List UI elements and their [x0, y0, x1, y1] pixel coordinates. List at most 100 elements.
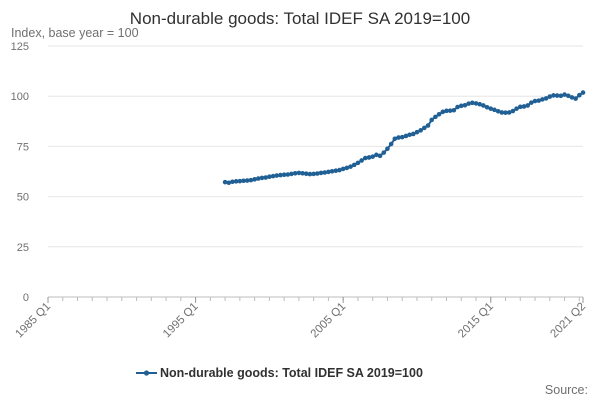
data-point [256, 176, 261, 181]
data-point [540, 97, 545, 102]
x-tick-label: 2015 Q1 [456, 301, 496, 341]
data-point [414, 129, 420, 135]
data-point [296, 170, 302, 176]
x-tick-label: 1985 Q1 [13, 301, 53, 341]
data-point [466, 101, 471, 106]
data-point [285, 172, 291, 177]
data-point [580, 90, 586, 95]
data-point [289, 171, 294, 177]
data-point [444, 108, 449, 114]
data-point [337, 167, 342, 173]
y-tick-label: 75 [17, 141, 29, 153]
x-tick-label: 2021 Q2 [548, 301, 588, 341]
data-point [248, 177, 254, 183]
x-axis: 1985 Q1 1995 Q1 2005 Q1 2015 Q1 2021 Q2 [13, 296, 588, 341]
data-point [492, 107, 497, 113]
data-point [348, 164, 353, 169]
data-point [481, 103, 486, 108]
data-point [396, 135, 401, 140]
y-tick-label: 0 [23, 292, 29, 304]
data-point [532, 98, 538, 104]
data-point [252, 177, 257, 182]
data-point [562, 92, 567, 97]
data-point [267, 174, 272, 180]
chart-title: Non-durable goods: Total IDEF SA 2019=10… [130, 9, 470, 28]
series-line [222, 90, 586, 186]
data-point [381, 150, 387, 155]
data-point [237, 178, 243, 184]
data-point [521, 104, 527, 109]
data-point [278, 172, 283, 178]
y-tick-label: 100 [11, 91, 29, 103]
data-point [543, 96, 549, 101]
data-point [547, 94, 553, 99]
y-tick-label: 25 [17, 242, 29, 254]
data-point [300, 171, 305, 176]
data-point [230, 179, 235, 185]
data-point [429, 117, 435, 123]
data-point [577, 92, 582, 98]
data-point [344, 165, 350, 171]
legend-swatch-marker [143, 370, 150, 376]
data-point [506, 110, 512, 115]
data-point [274, 173, 280, 178]
data-point [436, 111, 442, 117]
data-point [322, 170, 328, 175]
data-point [377, 153, 383, 159]
y-axis-ticks: 0 25 50 75 100 125 [11, 41, 29, 304]
data-point [510, 108, 516, 114]
data-point [455, 104, 460, 110]
x-tick-label: 1995 Q1 [161, 301, 201, 341]
data-point [333, 168, 339, 173]
data-point [270, 173, 276, 179]
data-point [303, 171, 309, 177]
legend-label: Non-durable goods: Total IDEF SA 2019=10… [160, 366, 423, 380]
source-label: Source: [545, 383, 588, 397]
data-point [525, 103, 530, 108]
data-point [569, 95, 575, 100]
y-tick-label: 125 [11, 41, 29, 53]
data-point [499, 110, 505, 115]
data-point [370, 154, 375, 159]
data-point [281, 172, 287, 178]
data-point [440, 109, 446, 115]
data-point [418, 128, 423, 133]
data-point [477, 101, 482, 107]
data-point [433, 114, 438, 120]
data-point [470, 100, 475, 106]
data-point [326, 169, 331, 175]
data-point [495, 108, 501, 114]
data-point [573, 96, 578, 101]
data-point [410, 131, 416, 137]
data-point [355, 160, 361, 166]
data-point [551, 93, 556, 98]
data-point [222, 179, 228, 185]
data-point [403, 133, 409, 139]
data-point [359, 158, 364, 163]
data-point [226, 180, 232, 186]
data-point [517, 104, 523, 110]
data-point [392, 136, 398, 142]
data-point [244, 178, 250, 183]
data-point [554, 93, 560, 98]
data-point [315, 171, 320, 176]
data-point [366, 155, 372, 160]
data-point [565, 93, 571, 99]
data-point [529, 100, 534, 105]
data-point [558, 93, 564, 99]
grid-lines [48, 45, 583, 248]
data-point [363, 155, 368, 161]
data-point [462, 102, 468, 108]
data-point [292, 171, 298, 176]
x-tick-label: 2005 Q1 [309, 301, 349, 341]
data-point [385, 146, 390, 152]
data-point [458, 103, 464, 109]
data-point [447, 108, 453, 113]
data-point [259, 175, 265, 181]
data-point [503, 110, 508, 115]
data-point [399, 134, 405, 140]
legend: Non-durable goods: Total IDEF SA 2019=10… [136, 366, 423, 380]
chart-subtitle: Index, base year = 100 [11, 26, 139, 40]
data-point [241, 178, 246, 184]
